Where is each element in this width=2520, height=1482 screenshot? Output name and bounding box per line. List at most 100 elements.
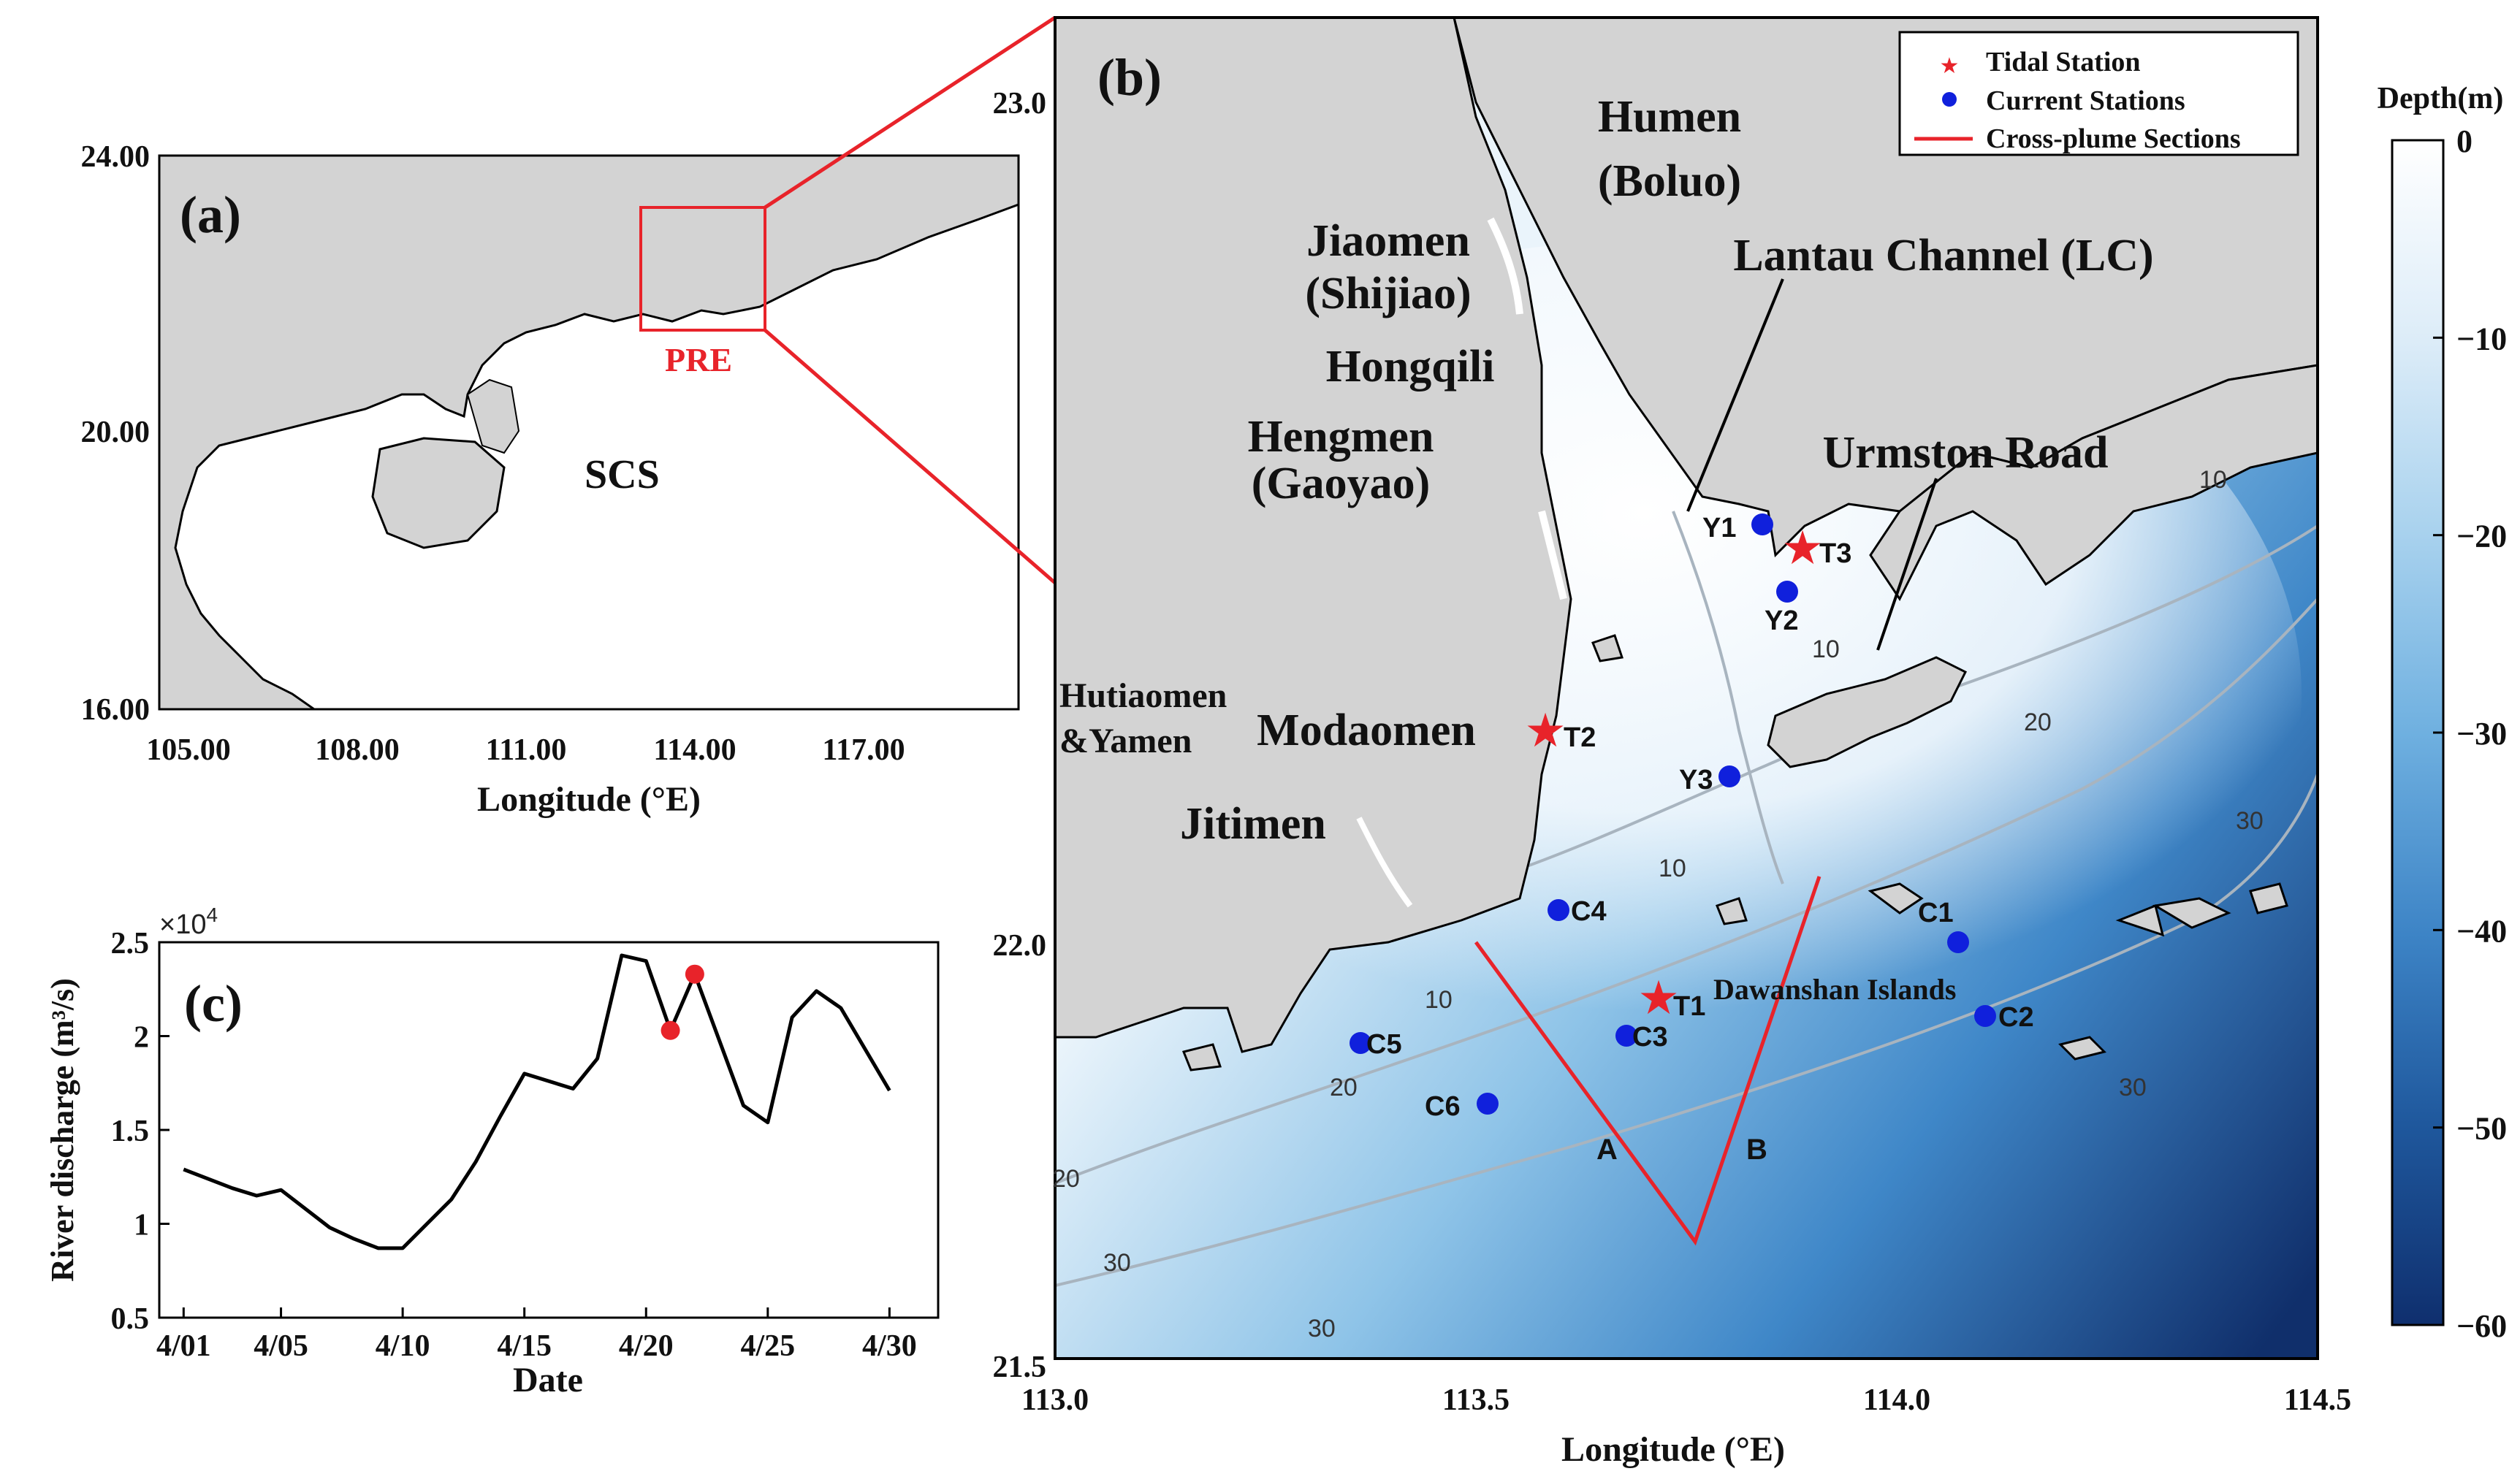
island [2115, 904, 2165, 937]
section-a-label: A [1596, 1134, 1618, 1166]
legend-tidal-label: Tidal Station [1986, 47, 2141, 77]
colorbar-tick-label: −50 [2456, 1111, 2507, 1147]
colorbar-tick-label: −30 [2456, 716, 2507, 752]
panel-b-xtick: 113.5 [1442, 1383, 1510, 1417]
colorbar-title: Depth(m) [2378, 82, 2504, 115]
current-station-marker [1350, 1032, 1371, 1054]
panel-a-ytick: 20.00 [81, 416, 151, 449]
panel-b-land-west [1055, 18, 1572, 1053]
panel-c-multiplier: ×104 [159, 904, 218, 940]
panel-c-xlabel: Date [513, 1361, 583, 1399]
highlight-point [685, 964, 704, 984]
station-label-c2: C2 [1998, 1002, 2034, 1033]
x-tick-label: 4/30 [862, 1329, 917, 1363]
label-urmston-road: Urmston Road [1823, 428, 2109, 478]
station-label-c1: C1 [1918, 898, 1954, 928]
current-station-marker [1751, 513, 1773, 535]
label-jiaomen-sub: (Shijiao) [1305, 269, 1471, 318]
panel-b-estuary-map: A B 10 10 10 10 20 20 20 30 30 30 30 Hum… [993, 16, 2351, 1469]
river-channel [1356, 817, 1413, 908]
zoom-line-bottom [764, 329, 1057, 584]
river-channel [1538, 510, 1567, 600]
panel-a-xlabel: Longitude (°E) [477, 780, 701, 819]
colorbar-tick-label: −60 [2456, 1308, 2507, 1344]
legend-section-label: Cross-plume Sections [1986, 123, 2241, 154]
y-tick-label: 2.5 [111, 927, 150, 960]
island [2249, 882, 2288, 914]
panel-c-label: (c) [184, 974, 243, 1033]
current-station-marker [1477, 1093, 1499, 1115]
tidal-station-marker: ★ [1637, 972, 1679, 1024]
panel-a-land [159, 156, 1019, 709]
panel-a-regional-map: PRE SCS (a) 24.00 20.00 16.00 105.00 108… [81, 140, 1020, 819]
contour-label-10: 10 [2199, 466, 2227, 494]
pre-region-box [639, 206, 766, 332]
y-tick-label: 0.5 [111, 1302, 150, 1336]
station-label-t2: T2 [1564, 722, 1596, 753]
tidal-station-marker: ★ [1781, 522, 1823, 574]
station-label-y2: Y2 [1765, 606, 1798, 636]
hainan-island [371, 437, 506, 549]
discharge-series-line [183, 953, 891, 1250]
x-tick-label: 4/10 [376, 1329, 430, 1363]
panel-b-frame [1054, 16, 2319, 1360]
label-yamen: &Yamen [1059, 722, 1192, 760]
panel-b-ytick: 23.0 [993, 87, 1047, 121]
station-label-t3: T3 [1819, 538, 1851, 569]
contour-label-30: 30 [1103, 1249, 1131, 1277]
panel-b-xtick: 114.5 [2284, 1383, 2351, 1417]
label-hutiaomen: Hutiaomen [1059, 676, 1227, 715]
current-station-marker [1615, 1025, 1637, 1047]
label-humen-sub: (Boluo) [1598, 156, 1741, 206]
channel-contour [1672, 511, 1784, 885]
contour-label-30: 30 [2119, 1074, 2147, 1101]
river-channel [1487, 217, 1523, 315]
island [1716, 897, 1748, 925]
contour-label-10: 10 [1659, 855, 1686, 882]
station-label-c3: C3 [1632, 1022, 1668, 1053]
panel-a-label: (a) [180, 186, 241, 244]
x-tick-label: 4/01 [156, 1329, 211, 1363]
panel-b-ytick: 21.5 [993, 1351, 1047, 1384]
pre-label: PRE [665, 341, 732, 378]
lantau-island [1767, 656, 1968, 768]
station-label-c4: C4 [1571, 896, 1607, 927]
leizhou-peninsula [466, 378, 520, 454]
depth-colorbar: Depth(m) 0 −10 −20 −30 −40 −50 −60 [2378, 82, 2507, 1344]
x-tick-label: 4/25 [740, 1329, 795, 1363]
panel-c-discharge-chart: (c) ×104 River discharge (m³/s) Date 0.5… [45, 904, 940, 1399]
y-tick-label: 1 [134, 1209, 149, 1242]
contour-label-10: 10 [1425, 986, 1453, 1014]
label-hengmen-sub: (Gaoyao) [1252, 459, 1431, 508]
station-label-c5: C5 [1366, 1029, 1402, 1060]
panel-a-xtick: 108.00 [315, 733, 400, 767]
leader-line-urmston [1876, 478, 1938, 651]
island [2152, 897, 2231, 929]
station-label-c6: C6 [1425, 1091, 1461, 1122]
current-station-marker [1718, 765, 1740, 787]
colorbar-tick-label: −20 [2456, 519, 2507, 554]
panel-a-xtick: 111.00 [486, 733, 567, 767]
x-tick-label: 4/05 [254, 1329, 308, 1363]
highlight-point [661, 1020, 680, 1040]
island [1868, 882, 1924, 914]
panel-b-xlabel: Longitude (°E) [1561, 1430, 1785, 1469]
current-station-marker [1548, 899, 1569, 921]
tidal-station-marker: ★ [1524, 705, 1566, 757]
legend-box [1898, 31, 2299, 156]
island [1181, 1043, 1222, 1072]
contour-20 [1055, 597, 2318, 1185]
label-dawanshan: Dawanshan Islands [1713, 973, 1956, 1006]
contour-label-30: 30 [1308, 1315, 1336, 1342]
scs-label: SCS [585, 452, 660, 497]
contour-30 [1055, 774, 2318, 1287]
panel-c-frame [158, 941, 940, 1319]
panel-b-xtick: 114.0 [1863, 1383, 1930, 1417]
panel-a-ytick: 24.00 [81, 140, 151, 174]
panel-a-xtick: 105.00 [146, 733, 231, 767]
colorbar-tick-label: 0 [2456, 123, 2473, 159]
panel-a-xtick: 117.00 [822, 733, 905, 767]
current-station-marker [1947, 931, 1969, 953]
cross-plume-section-line [1474, 876, 1822, 1246]
panel-c-ylabel: River discharge (m³/s) [45, 978, 80, 1282]
